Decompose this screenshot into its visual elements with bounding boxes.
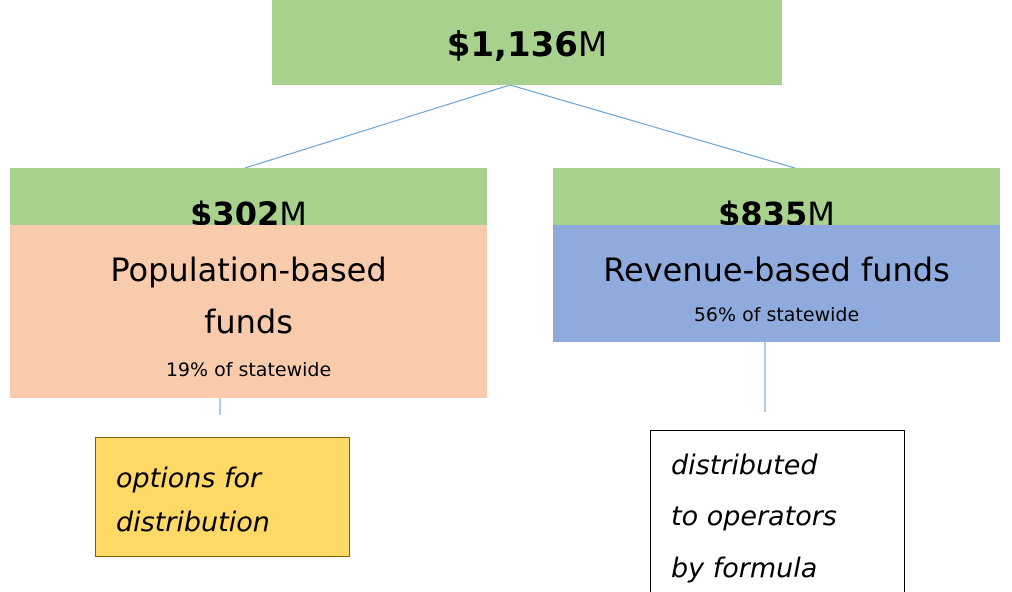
outcome-line: by formula	[671, 553, 818, 584]
outcome-box: distributed to operators by formula	[650, 430, 905, 592]
connector	[509, 84, 796, 169]
root-box: $1,136M	[272, 0, 782, 85]
outcome-line: options for	[116, 463, 262, 494]
node-body: Population-based funds 19% of statewide	[10, 225, 487, 398]
node-label: Revenue-based funds	[603, 251, 950, 289]
amount: $1,136	[446, 25, 578, 65]
unit: M	[577, 25, 608, 65]
node-note: 19% of statewide	[165, 359, 332, 381]
node-header: $302M	[10, 168, 487, 233]
connector	[244, 84, 511, 169]
node-body: Revenue-based funds 56% of statewide	[553, 225, 1000, 342]
node-label: Population-based	[110, 251, 387, 289]
outcome-line: distribution	[116, 507, 270, 538]
root-amount: $1,136M	[272, 25, 782, 65]
outcome-line: distributed	[671, 450, 818, 481]
outcome-line: to operators	[671, 501, 837, 532]
outcome-box: options for distribution	[95, 437, 350, 557]
node-header: $835M	[553, 168, 1000, 233]
node-label: funds	[204, 303, 293, 341]
node-note: 56% of statewide	[693, 304, 860, 326]
